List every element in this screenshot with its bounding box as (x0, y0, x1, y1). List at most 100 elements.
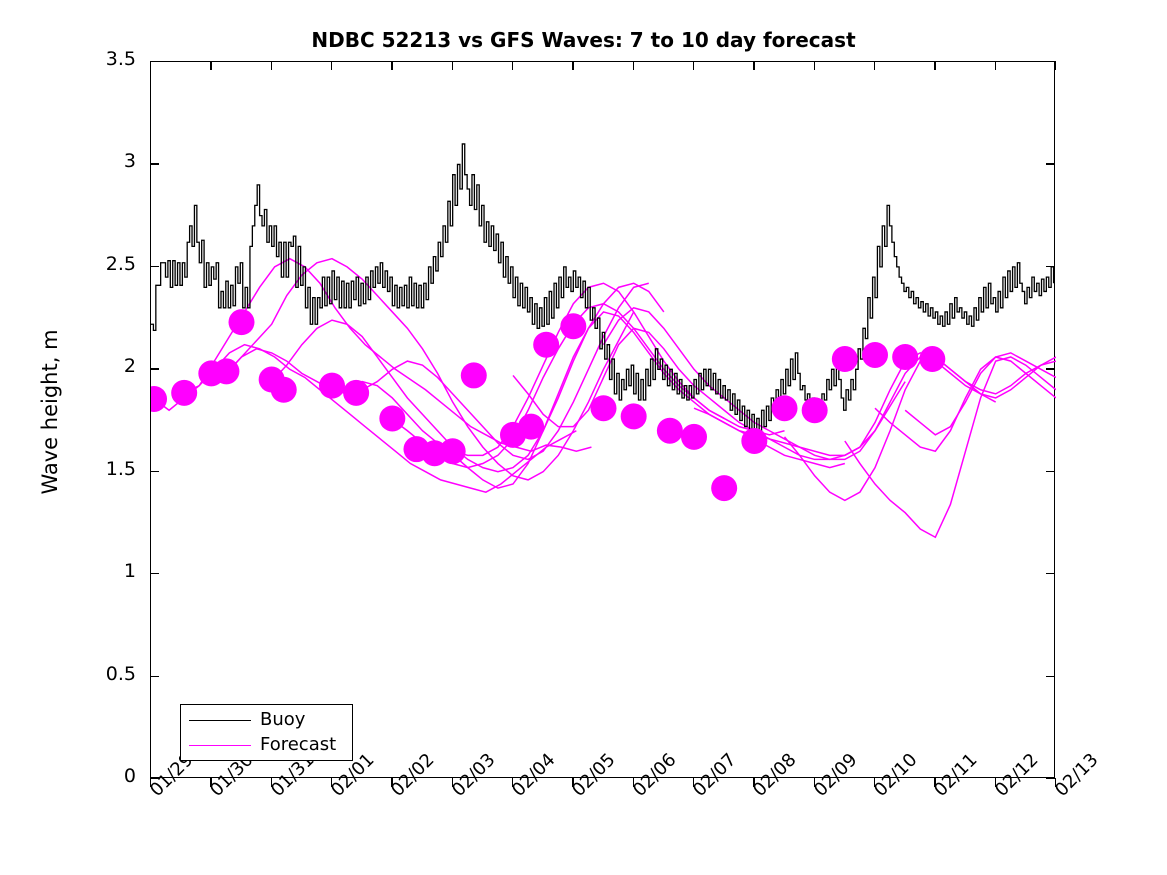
x-tick-mark (994, 61, 996, 70)
y-tick-mark (150, 573, 159, 575)
x-tick-mark (572, 778, 574, 787)
x-tick-mark (331, 778, 333, 787)
forecast-line-8 (452, 311, 846, 489)
y-tick-label: 1.5 (105, 457, 136, 480)
forecast-start-marker (439, 438, 466, 465)
forecast-start-marker (681, 423, 707, 450)
legend-swatch-buoy-icon (189, 719, 251, 721)
forecast-line-15 (904, 352, 1056, 436)
plot-svg (151, 143, 1056, 539)
forecast-markers-group (151, 309, 946, 502)
forecast-line-14 (874, 356, 1056, 453)
x-tick-mark (1055, 778, 1057, 787)
x-tick-mark (512, 778, 514, 787)
y-tick-label: 2.5 (105, 252, 136, 275)
x-tick-mark (632, 778, 634, 787)
x-tick-mark (391, 778, 393, 787)
x-tick-mark (693, 61, 695, 70)
legend-label-buoy: Buoy (260, 709, 306, 730)
x-tick-mark (451, 61, 453, 70)
y-tick-mark (150, 265, 159, 268)
buoy-line-group (151, 143, 1055, 436)
forecast-start-marker (801, 397, 828, 424)
y-tick-label: 0.5 (105, 662, 136, 685)
forecast-line-13 (844, 356, 1056, 539)
forecast-start-marker (771, 395, 798, 422)
y-tick-mark (1046, 368, 1055, 370)
legend-swatch-forecast-icon (189, 744, 251, 746)
y-tick-mark (1046, 470, 1055, 472)
forecast-start-marker (270, 376, 297, 403)
y-tick-mark (150, 675, 159, 677)
buoy-line (151, 143, 1055, 436)
x-tick-mark (994, 778, 996, 787)
y-tick-mark (150, 368, 159, 370)
forecast-start-marker (533, 331, 560, 358)
forecast-start-marker (560, 313, 587, 340)
x-tick-mark (270, 778, 272, 787)
y-tick-mark (150, 163, 159, 165)
x-tick-mark (753, 778, 755, 787)
forecast-start-marker (741, 427, 768, 454)
forecast-start-marker (343, 379, 370, 406)
y-tick-mark (150, 778, 159, 780)
x-tick-mark (934, 61, 936, 70)
page-title: NDBC 52213 vs GFS Waves: 7 to 10 day for… (311, 28, 856, 52)
forecast-start-marker (831, 346, 858, 373)
x-tick-mark (813, 61, 815, 70)
legend-entry-buoy: Buoy (189, 707, 305, 733)
forecast-line-12 (783, 356, 1056, 502)
x-tick-mark (451, 778, 453, 787)
y-tick-mark (1046, 265, 1055, 268)
forecast-line-3 (210, 257, 635, 481)
x-tick-mark (934, 778, 936, 787)
legend-entry-forecast: Forecast (189, 732, 336, 758)
x-tick-mark (512, 61, 514, 70)
y-tick-mark (150, 470, 159, 472)
y-tick-label: 2 (123, 355, 136, 378)
x-tick-mark (632, 61, 634, 70)
x-tick-mark (572, 61, 574, 70)
x-tick-mark (693, 778, 695, 787)
forecast-start-marker (460, 362, 487, 389)
plot-area (150, 61, 1056, 778)
forecast-start-marker (319, 372, 345, 399)
forecast-start-marker (379, 405, 406, 432)
y-tick-mark (1046, 573, 1055, 575)
forecast-start-marker (228, 309, 255, 336)
x-tick-mark (1055, 61, 1057, 70)
x-tick-mark (874, 778, 876, 787)
y-tick-label: 3 (123, 150, 136, 173)
y-tick-label: 3.5 (105, 48, 136, 70)
chart-legend: Buoy Forecast (180, 704, 353, 761)
x-tick-mark (391, 61, 393, 70)
x-tick-mark (150, 778, 152, 787)
y-tick-mark (1046, 778, 1055, 780)
y-tick-label: 1 (123, 560, 136, 583)
y-tick-mark (1046, 675, 1055, 677)
x-tick-mark (210, 778, 212, 787)
x-tick-mark (270, 61, 272, 70)
forecast-start-marker (656, 417, 683, 444)
forecast-start-marker (711, 475, 738, 502)
forecast-line-4 (225, 282, 649, 461)
forecast-start-marker (151, 385, 168, 412)
forecast-start-marker (862, 341, 888, 368)
forecast-start-marker (518, 413, 545, 440)
x-tick-mark (210, 61, 212, 70)
forecast-line-6 (331, 282, 725, 457)
forecast-line-5 (271, 282, 665, 473)
x-tick-mark (813, 778, 815, 787)
forecast-start-marker (590, 395, 617, 422)
y-tick-mark (1046, 163, 1055, 165)
forecast-start-marker (892, 343, 919, 370)
legend-label-forecast: Forecast (260, 734, 337, 755)
forecast-start-marker (620, 403, 647, 430)
forecast-start-marker (919, 346, 946, 373)
forecast-line-2 (183, 343, 577, 494)
forecast-start-marker (171, 379, 198, 406)
y-tick-label: 0 (123, 765, 136, 787)
forecast-start-marker (213, 358, 240, 385)
x-tick-mark (753, 61, 755, 70)
